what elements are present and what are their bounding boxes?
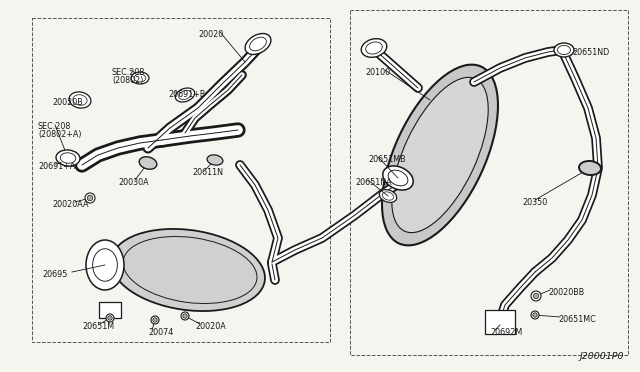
- Circle shape: [532, 313, 537, 317]
- Ellipse shape: [554, 43, 574, 57]
- FancyBboxPatch shape: [485, 310, 515, 334]
- Circle shape: [153, 318, 157, 322]
- Ellipse shape: [380, 190, 397, 202]
- Ellipse shape: [382, 65, 498, 246]
- Ellipse shape: [365, 42, 382, 54]
- Ellipse shape: [382, 192, 394, 200]
- Ellipse shape: [361, 39, 387, 57]
- Text: 20691+A: 20691+A: [38, 162, 76, 171]
- Text: 20030A: 20030A: [118, 178, 148, 187]
- Text: 20020: 20020: [198, 30, 223, 39]
- Ellipse shape: [60, 153, 76, 163]
- Ellipse shape: [134, 74, 146, 82]
- Text: SEC.208: SEC.208: [38, 122, 72, 131]
- Text: 20651ND: 20651ND: [572, 48, 609, 57]
- Text: 20651NA: 20651NA: [355, 178, 392, 187]
- Ellipse shape: [207, 155, 223, 165]
- Text: 20100: 20100: [365, 68, 390, 77]
- Text: 20020AA: 20020AA: [52, 200, 88, 209]
- Ellipse shape: [392, 77, 488, 232]
- Circle shape: [181, 312, 189, 320]
- Text: 20651MC: 20651MC: [558, 315, 596, 324]
- Ellipse shape: [388, 170, 408, 186]
- Text: 20651MB: 20651MB: [368, 155, 406, 164]
- Ellipse shape: [175, 88, 195, 102]
- Text: J20001P0: J20001P0: [580, 352, 625, 361]
- Ellipse shape: [69, 92, 91, 108]
- Text: 20020B: 20020B: [52, 98, 83, 107]
- Ellipse shape: [383, 166, 413, 190]
- Circle shape: [533, 293, 539, 299]
- Ellipse shape: [245, 33, 271, 54]
- Ellipse shape: [250, 37, 266, 51]
- Ellipse shape: [93, 249, 117, 281]
- Circle shape: [87, 195, 93, 201]
- Text: 20611N: 20611N: [192, 168, 223, 177]
- Ellipse shape: [579, 161, 601, 175]
- Text: 20020BB: 20020BB: [548, 288, 584, 297]
- Circle shape: [531, 291, 541, 301]
- Text: 20695: 20695: [42, 270, 67, 279]
- Ellipse shape: [139, 157, 157, 169]
- Text: SEC.208: SEC.208: [112, 68, 145, 77]
- Circle shape: [151, 316, 159, 324]
- Text: 20691+B: 20691+B: [168, 90, 205, 99]
- Text: (20802): (20802): [112, 76, 143, 85]
- Text: (20802+A): (20802+A): [38, 130, 81, 139]
- Circle shape: [108, 316, 112, 320]
- Circle shape: [531, 311, 539, 319]
- FancyBboxPatch shape: [99, 302, 121, 318]
- Ellipse shape: [73, 95, 87, 105]
- Bar: [32, 18, 330, 342]
- Text: 20020A: 20020A: [195, 322, 226, 331]
- Bar: [350, 10, 628, 355]
- Text: 20651M: 20651M: [82, 322, 114, 331]
- Text: 20692M: 20692M: [490, 328, 522, 337]
- Circle shape: [85, 193, 95, 203]
- Text: 20074: 20074: [148, 328, 173, 337]
- Ellipse shape: [56, 150, 80, 166]
- Circle shape: [183, 314, 188, 318]
- Ellipse shape: [179, 90, 191, 100]
- Ellipse shape: [111, 229, 265, 311]
- Ellipse shape: [557, 45, 570, 55]
- Text: 20350: 20350: [522, 198, 547, 207]
- Ellipse shape: [86, 240, 124, 290]
- Ellipse shape: [131, 72, 149, 84]
- Circle shape: [106, 314, 114, 322]
